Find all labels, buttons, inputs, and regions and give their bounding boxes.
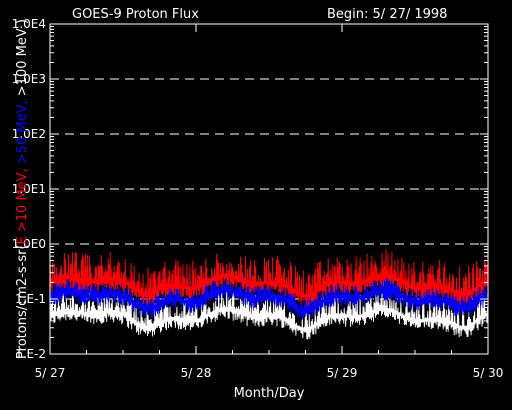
y-axis-label-part: Protons/cm2-s-sr( <box>15 244 30 359</box>
chart-title: GOES-9 Proton Flux <box>72 7 199 22</box>
x-tick-label: 5/ 29 <box>327 366 358 380</box>
y-axis-label-part: >50 MeV, <box>15 96 30 164</box>
y-tick-label: 1.0E0 <box>12 237 46 251</box>
y-axis-label-part: E >10 MeV, <box>15 164 30 244</box>
series-layer <box>49 249 489 340</box>
y-axis-ticks: 1.0E4 1.0E3 1.0E2 1.0E1 1.0E0 1.E-1 1.E-2 <box>12 17 488 361</box>
series-line <box>49 249 489 307</box>
y-axis-label: Protons/cm2-s-sr(E >10 MeV, >50 MeV, >10… <box>15 19 30 359</box>
x-tick-label: 5/ 27 <box>35 366 66 380</box>
y-tick-label: 1.E-1 <box>15 292 46 306</box>
x-tick-label: 5/ 30 <box>473 366 504 380</box>
y-tick-label: 1.E-2 <box>15 347 46 361</box>
y-tick-label: 1.0E1 <box>12 182 46 196</box>
series-line <box>49 269 489 321</box>
y-tick-label: 1.0E2 <box>12 127 46 141</box>
y-tick-label: 1.0E3 <box>12 72 46 86</box>
x-tick-label: 5/ 28 <box>181 366 212 380</box>
y-axis-label-part: >100 MeV ) <box>15 19 30 96</box>
y-tick-label: 1.0E4 <box>12 17 46 31</box>
x-axis-label: Month/Day <box>234 386 305 401</box>
x-axis-ticks: 5/ 27 5/ 28 5/ 29 5/ 30 <box>35 24 504 380</box>
series-line <box>49 289 489 340</box>
chart-subtitle: Begin: 5/ 27/ 1998 <box>327 7 447 22</box>
